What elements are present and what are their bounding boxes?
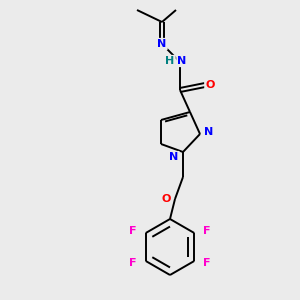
Text: N: N — [177, 56, 187, 66]
Text: F: F — [203, 226, 211, 236]
Text: H: H — [165, 56, 175, 66]
Text: N: N — [158, 39, 166, 49]
Text: O: O — [161, 194, 171, 204]
Text: N: N — [204, 127, 214, 137]
Text: N: N — [169, 152, 178, 162]
Text: O: O — [205, 80, 215, 90]
Text: F: F — [129, 226, 136, 236]
Text: F: F — [129, 258, 136, 268]
Text: F: F — [203, 258, 211, 268]
